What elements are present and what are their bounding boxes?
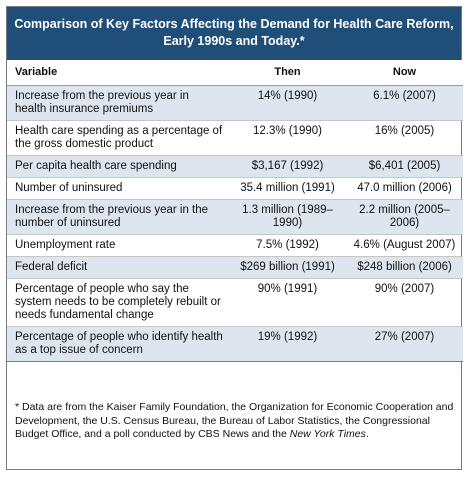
row-variable: Percentage of people who identify health… [7,326,229,362]
header-row: Variable Then Now [7,60,463,86]
row-now: 6.1% (2007) [346,85,463,121]
row-now: 2.2 million (2005–2006) [346,199,463,235]
row-variable: Number of uninsured [7,177,229,200]
footnote-text: * Data are from the Kaiser Family Founda… [15,401,454,440]
row-now: 16% (2005) [346,120,463,156]
header-variable: Variable [7,60,229,86]
row-now: $248 billion (2006) [346,256,463,279]
comparison-table: Variable Then Now Increase from the prev… [7,60,463,362]
table-title-line-2: Early 1990s and Today.* [163,34,305,48]
table-footnote: * Data are from the Kaiser Family Founda… [15,401,455,442]
table-row: Increase from the previous year in healt… [7,85,463,121]
table-title: Comparison of Key Factors Affecting the … [7,7,461,60]
row-then: $269 billion (1991) [229,256,346,279]
table-row: Health care spending as a percentage of … [7,120,463,156]
table-row: Federal deficit $269 billion (1991) $248… [7,256,463,279]
row-then: 12.3% (1990) [229,120,346,156]
table-row: Percentage of people who say the system … [7,278,463,327]
header-then: Then [229,60,346,86]
row-variable: Health care spending as a percentage of … [7,120,229,156]
row-then: 1.3 million (1989–1990) [229,199,346,235]
row-variable: Increase from the previous year in healt… [7,85,229,121]
table-figure: Comparison of Key Factors Affecting the … [6,6,463,470]
table-row: Percentage of people who identify health… [7,326,463,362]
row-now: 27% (2007) [346,326,463,362]
table-row: Unemployment rate 7.5% (1992) 4.6% (Augu… [7,234,463,257]
row-then: 7.5% (1992) [229,234,346,257]
row-variable: Per capita health care spending [7,155,229,178]
table-row: Increase from the previous year in the n… [7,199,463,235]
table-row: Per capita health care spending $3,167 (… [7,155,463,178]
comparison-table-wrap: Variable Then Now Increase from the prev… [7,60,463,362]
row-now: 90% (2007) [346,278,463,327]
row-then: 35.4 million (1991) [229,177,346,200]
row-variable: Federal deficit [7,256,229,279]
table-title-line-1: Comparison of Key Factors Affecting the … [14,17,454,31]
row-then: $3,167 (1992) [229,155,346,178]
row-variable: Percentage of people who say the system … [7,278,229,327]
footnote-end: . [365,428,369,440]
row-variable: Unemployment rate [7,234,229,257]
row-now: $6,401 (2005) [346,155,463,178]
footnote-source-italic: New York Times [289,428,366,440]
table-row: Number of uninsured 35.4 million (1991) … [7,177,463,200]
row-now: 4.6% (August 2007) [346,234,463,257]
row-then: 90% (1991) [229,278,346,327]
row-then: 19% (1992) [229,326,346,362]
row-now: 47.0 million (2006) [346,177,463,200]
header-now: Now [346,60,463,86]
row-variable: Increase from the previous year in the n… [7,199,229,235]
row-then: 14% (1990) [229,85,346,121]
